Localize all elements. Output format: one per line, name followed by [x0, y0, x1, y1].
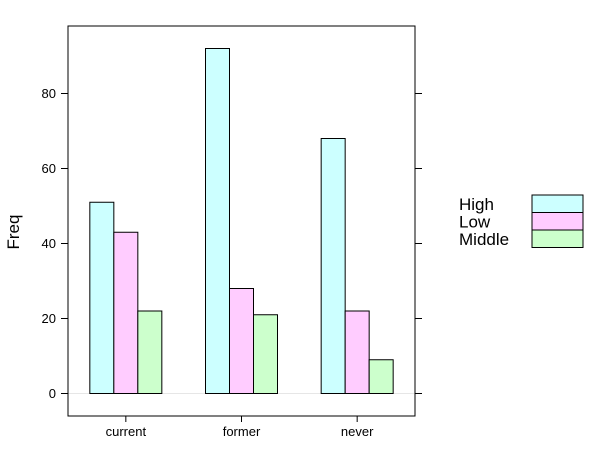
bar-low-current: [113, 231, 139, 394]
plot-border: [67, 25, 416, 417]
y-tick-label: 40: [42, 236, 56, 251]
legend-label-low: Low: [459, 212, 491, 231]
y-tick-label: 60: [42, 161, 56, 176]
legend-swatch-low: [531, 212, 584, 231]
legend-swatch-middle: [531, 229, 584, 248]
x-tick-label: current: [106, 424, 147, 439]
bar-low-former: [229, 288, 254, 394]
plot-area: current former never 0 20 40 60 80: [42, 25, 422, 439]
bar-high-current: [89, 201, 115, 394]
legend-swatch-high: [531, 194, 584, 213]
legend-label-high: High: [459, 195, 494, 214]
y-axis-label: Freq: [4, 215, 23, 250]
bar-high-former: [205, 48, 230, 394]
legend-label-middle: Middle: [459, 230, 509, 249]
y-tick-label: 20: [42, 311, 56, 326]
bar-low-never: [344, 310, 370, 394]
bar-middle-current: [137, 310, 163, 394]
bar-middle-former: [253, 314, 278, 394]
bar-high-never: [320, 138, 346, 394]
bar-middle-never: [368, 359, 394, 394]
x-tick-label: former: [223, 424, 261, 439]
y-tick-label: 0: [49, 386, 56, 401]
y-tick-label: 80: [42, 86, 56, 101]
x-tick-label: never: [341, 424, 374, 439]
